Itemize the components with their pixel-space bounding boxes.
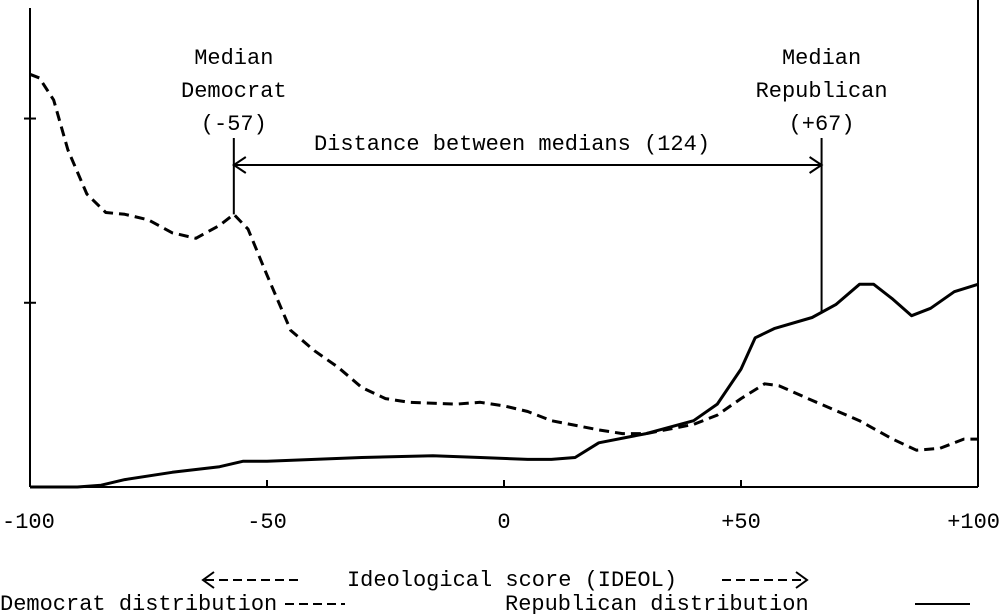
x-label-arrowhead-right xyxy=(795,571,809,589)
median-label: Median xyxy=(194,46,273,71)
x-axis-label: Ideological score (IDEOL) xyxy=(347,568,677,593)
distance-label: Distance between medians (124) xyxy=(314,132,710,157)
series-line xyxy=(29,72,978,452)
x-label-group: Ideological score (IDEOL) xyxy=(201,568,809,593)
x-label-arrowhead-left xyxy=(201,571,215,589)
x-tick-label: -100 xyxy=(2,510,55,535)
median-label: (-57) xyxy=(201,112,267,137)
series-line xyxy=(30,282,979,489)
x-tick-label: +50 xyxy=(721,510,761,535)
x-tick-label: 0 xyxy=(497,510,510,535)
x-tick-label: +100 xyxy=(947,510,1000,535)
arrowhead xyxy=(809,156,824,174)
median-label: Median xyxy=(782,46,861,71)
x-tick-label: -50 xyxy=(247,510,287,535)
arrowhead xyxy=(232,156,247,174)
median-label: Democrat xyxy=(181,79,287,104)
median-label: Republican xyxy=(756,79,888,104)
legend-label: Democrat distribution xyxy=(0,592,277,614)
legend-label: Republican distribution xyxy=(505,592,809,614)
median-label: (+67) xyxy=(789,112,855,137)
